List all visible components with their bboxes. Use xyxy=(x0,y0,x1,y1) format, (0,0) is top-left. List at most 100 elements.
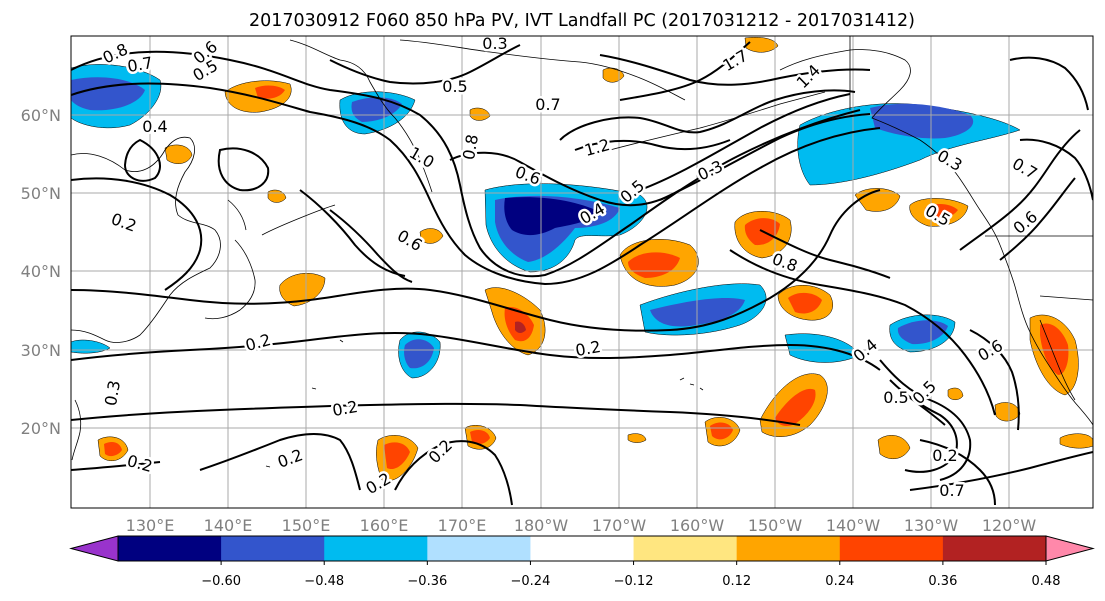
contour-line xyxy=(71,461,161,471)
colorbar-tick-label: 0.12 xyxy=(722,574,751,589)
colorbar-extend-high xyxy=(1045,535,1095,562)
contour-line xyxy=(969,329,1020,431)
contour-label-halo: 0.3 xyxy=(482,34,507,53)
lat-tick-label: 50°N xyxy=(21,184,61,203)
lon-tick-label: 160°W xyxy=(670,516,725,535)
neg-anomaly-gulf-core xyxy=(870,103,974,139)
longitude-tick-labels: 130°E 140°E 150°E 160°E 170°E 180°W 170°W 160°W… xyxy=(126,516,1037,535)
colorbar-segment xyxy=(839,536,944,561)
colorbar-segment xyxy=(633,536,738,561)
contour-line xyxy=(909,451,1093,491)
contour-line xyxy=(729,249,996,416)
colorbar-tick-label: −0.12 xyxy=(614,574,654,589)
contour-line xyxy=(71,402,801,426)
colorbar-tick-label: −0.24 xyxy=(511,574,551,589)
lat-tick-label: 40°N xyxy=(21,262,61,281)
contour-line xyxy=(619,41,751,101)
pv-contours xyxy=(71,41,1093,506)
contour-line xyxy=(71,82,881,286)
contour-label: 0.2 xyxy=(574,337,602,360)
pos-anomaly-kuril xyxy=(419,228,444,244)
contour-line xyxy=(329,209,413,283)
neg-anomaly-ca-core xyxy=(897,320,948,345)
neg-anomaly-hawaii-west-core xyxy=(404,339,434,369)
contour-line xyxy=(449,151,681,207)
contour-label: 0.2 xyxy=(932,446,957,465)
contour-line xyxy=(959,129,1081,251)
pos-anomaly-baja-core xyxy=(1040,323,1069,375)
contour-label: 0.3 xyxy=(101,379,124,407)
pos-anomaly-w-trop-3-core xyxy=(104,442,122,457)
figure-title: 2017030912 F060 850 hPa PV, IVT Landfall… xyxy=(249,11,915,31)
pos-anomaly-ne-east xyxy=(1059,433,1093,449)
colorbar-extend-low xyxy=(69,535,119,562)
contour-line xyxy=(879,359,972,481)
pos-anomaly-small-3 xyxy=(469,107,491,121)
latitude-tick-labels: 60°N 50°N 40°N 30°N 20°N xyxy=(21,106,61,438)
contour-line xyxy=(999,177,1076,261)
contour-label-halo: 0.2 xyxy=(574,337,602,360)
contour-label-halo: 0.7 xyxy=(939,481,964,500)
pos-anomaly-midlat-core xyxy=(628,252,680,278)
colorbar-tick-label: −0.60 xyxy=(201,574,241,589)
contour-label-halo: 0.5 xyxy=(442,77,467,96)
contour-line xyxy=(71,331,881,371)
contour-line xyxy=(217,147,270,192)
pos-anomaly-e-trop xyxy=(877,435,911,460)
colorbar-segment xyxy=(427,536,531,561)
colorbar-segment xyxy=(736,536,841,561)
neg-anomaly-central-core xyxy=(504,197,600,236)
contour-line xyxy=(759,229,891,279)
colorbar-tick-label: −0.48 xyxy=(304,574,344,589)
contour-label: 0.3 xyxy=(482,34,507,53)
coast-kamchatka xyxy=(289,39,433,193)
contour-line xyxy=(71,189,881,332)
contour-label-halo: 0.7 xyxy=(535,95,560,114)
lon-tick-label: 170°W xyxy=(592,516,647,535)
lat-tick-label: 30°N xyxy=(21,341,61,360)
pos-anomaly-small-2 xyxy=(627,433,647,443)
contour-line xyxy=(919,439,996,506)
contour-label: 0.7 xyxy=(939,481,964,500)
pos-anomaly-hawaii-core xyxy=(710,422,733,440)
colorbar-tick-label: −0.36 xyxy=(407,574,447,589)
contour-line xyxy=(71,50,861,278)
coast-japan xyxy=(204,239,256,320)
contour-line xyxy=(71,177,203,291)
contour-label-halo: 0.5 xyxy=(883,388,908,407)
lon-tick-label: 150°W xyxy=(748,516,803,535)
lon-tick-label: 170°E xyxy=(438,516,487,535)
contour-label: 0.2 xyxy=(331,397,359,420)
lon-tick-label: 150°E xyxy=(282,516,331,535)
pos-anomaly-sakhalin xyxy=(164,144,193,164)
colorbar: −0.60 −0.48 −0.36 −0.24 −0.12 0.12 0.24 0.36 0.4… xyxy=(69,535,1095,589)
coast-japan-north xyxy=(227,199,247,231)
contour-line xyxy=(1019,138,1093,201)
colorbar-segment xyxy=(221,536,325,561)
lon-tick-label: 140°E xyxy=(204,516,253,535)
coastlines xyxy=(71,36,1093,468)
contour-line xyxy=(639,93,851,191)
contour-label-halo: 0.2 xyxy=(932,446,957,465)
pos-anomaly-okhotsk-core xyxy=(255,85,285,99)
colorbar-tick-label: 0.48 xyxy=(1032,574,1061,589)
contour-line xyxy=(329,44,521,85)
coast-alaska xyxy=(779,49,1001,246)
pos-anomaly-e-trop-2 xyxy=(994,402,1021,422)
contour-line xyxy=(899,389,946,426)
coast-hawaii xyxy=(679,377,704,391)
coast-philippines xyxy=(71,399,82,461)
contour-line xyxy=(659,113,871,201)
pos-anomaly-bc-core xyxy=(925,204,958,219)
lon-tick-label: 120°W xyxy=(982,516,1037,535)
pos-anomaly-w-trop-2-core xyxy=(470,430,490,445)
map-frame xyxy=(70,35,1094,509)
contour-label: 0.8 xyxy=(459,133,482,161)
lon-tick-label: 130°E xyxy=(126,516,175,535)
lat-tick-label: 60°N xyxy=(21,106,61,125)
contour-line xyxy=(1009,56,1089,111)
lon-tick-label: 180°W xyxy=(514,516,569,535)
pos-anomaly-sub-center-dark xyxy=(515,321,526,333)
colorbar-tick-label: 0.24 xyxy=(825,574,854,589)
coast-baja xyxy=(1039,319,1076,401)
